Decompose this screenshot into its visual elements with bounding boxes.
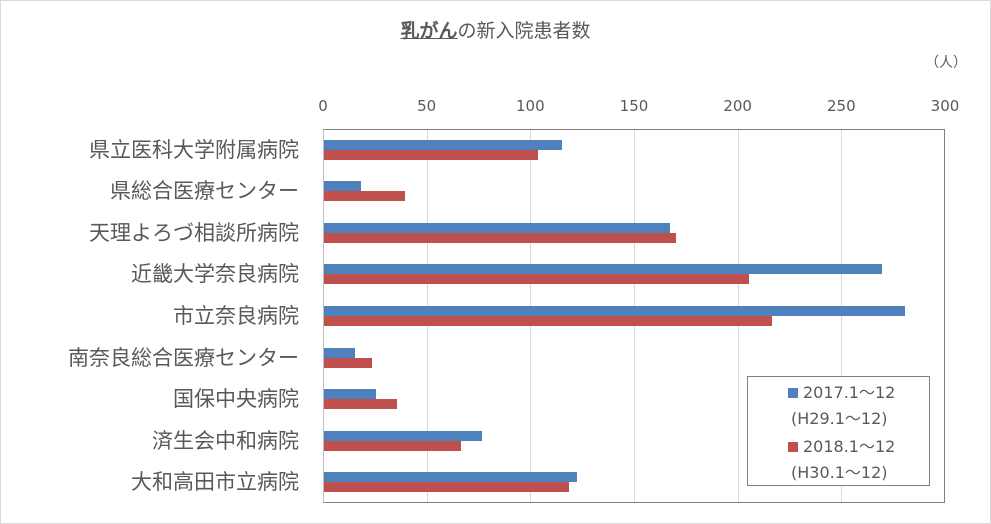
category-label: 県立医科大学附属病院 [89, 137, 299, 162]
x-tick-label: 0 [318, 97, 328, 115]
x-tick-label: 200 [723, 97, 752, 115]
unit-label: （人） [925, 55, 967, 71]
bar-2017 [324, 139, 563, 150]
x-tick-label: 300 [930, 97, 960, 115]
bar-2018 [324, 274, 750, 285]
legend-sublabel-2017: (H29.1〜12) [791, 409, 888, 428]
bar-2018 [324, 440, 461, 451]
bar-2018 [324, 357, 372, 368]
bar-2018 [324, 232, 677, 243]
x-tick-label: 150 [619, 97, 649, 115]
bar-2017 [324, 430, 482, 441]
legend-swatch-2017 [788, 388, 798, 398]
category-label: 近畿大学奈良病院 [131, 262, 299, 287]
category-label: 済生会中和病院 [152, 428, 299, 453]
legend-sublabel-2018: (H30.1〜12) [791, 463, 888, 482]
legend-swatch-2018 [788, 442, 798, 452]
bar-2018 [324, 191, 405, 202]
x-tick-label: 250 [827, 97, 856, 115]
bar-2017 [324, 347, 356, 358]
legend-label-2017: 2017.1〜12 [803, 383, 896, 402]
category-label: 天理よろづ相談所病院 [89, 220, 299, 245]
bar-2017 [324, 472, 577, 483]
bar-2018 [324, 316, 772, 326]
bar-2018 [324, 149, 538, 160]
x-tick-label: 50 [417, 97, 437, 115]
legend-item-2017: 2017.1〜12 [788, 379, 895, 403]
chart-title-rest: の新入院患者数 [457, 20, 591, 42]
bar-2017 [324, 264, 882, 275]
bar-2018 [324, 399, 397, 410]
bar-2017 [324, 389, 376, 400]
category-label: 県総合医療センター [110, 179, 299, 204]
category-label: 市立奈良病院 [173, 304, 299, 328]
chart-title: 乳がんの新入院患者数 [0, 16, 991, 43]
legend-item-2018: 2018.1〜12 [788, 433, 895, 457]
bar-2017 [324, 306, 905, 316]
bar-2017 [324, 222, 671, 233]
category-label: 大和高田市立病院 [131, 470, 299, 495]
category-label: 南奈良総合医療センター [68, 345, 299, 370]
legend-label-2018: 2018.1〜12 [803, 437, 896, 456]
gridline [841, 130, 843, 502]
x-tick-label: 100 [516, 97, 545, 115]
category-label: 国保中央病院 [173, 387, 299, 412]
bar-2018 [324, 482, 569, 493]
legend: 2017.1〜12 (H29.1〜12) 2018.1〜12 (H30.1〜12… [747, 376, 930, 486]
chart-title-highlight: 乳がん [400, 20, 458, 42]
bar-2017 [324, 181, 362, 192]
plot-area [323, 129, 945, 503]
